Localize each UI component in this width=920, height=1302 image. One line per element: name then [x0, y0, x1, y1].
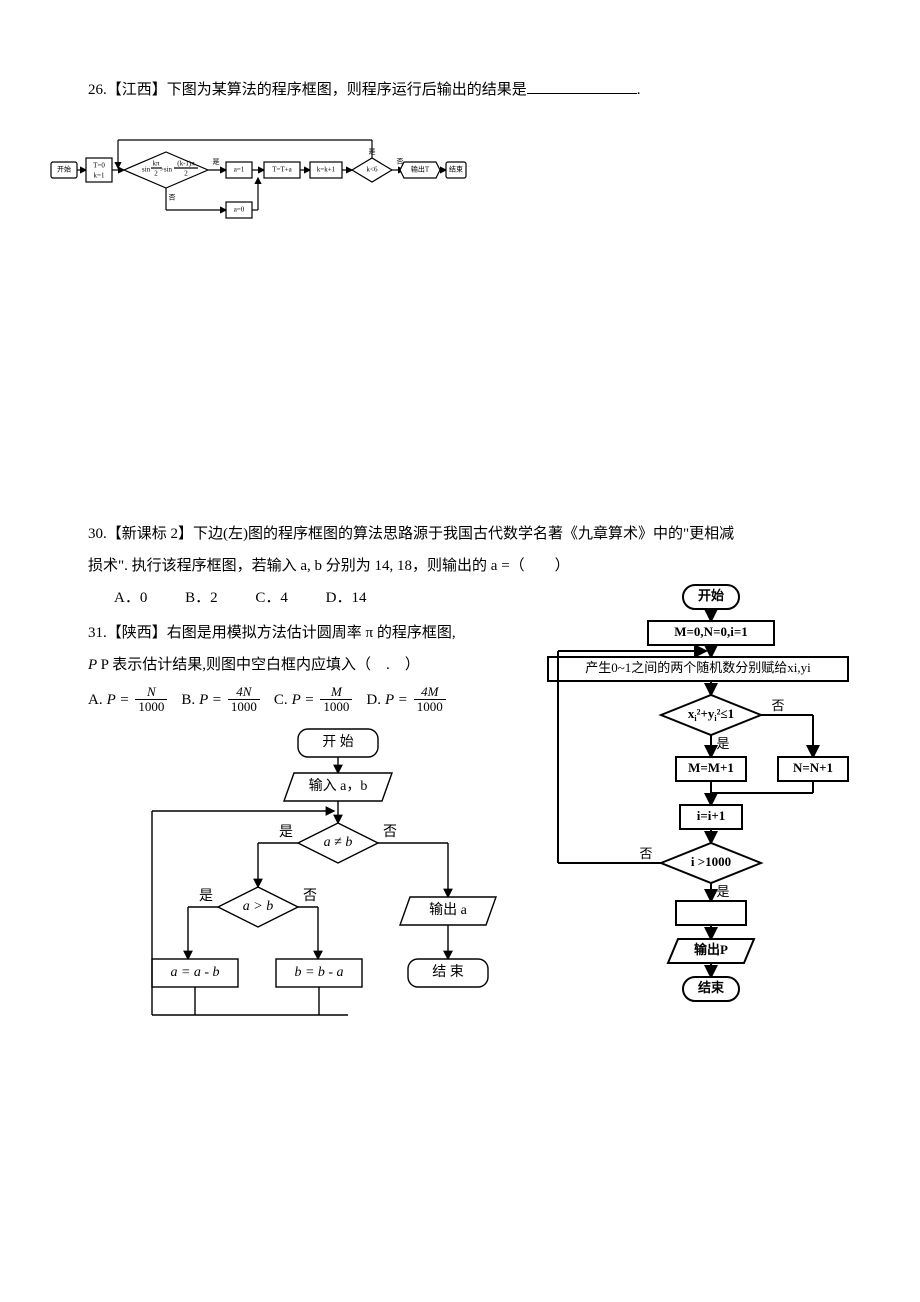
svg-text:k=k+1: k=k+1: [317, 166, 336, 174]
svg-text:否: 否: [169, 194, 176, 202]
svg-text:是: 是: [716, 736, 729, 751]
svg-text:开始: 开始: [698, 588, 724, 603]
q31-optD-eq: P =: [385, 688, 408, 712]
svg-text:a=1: a=1: [234, 166, 245, 174]
svg-text:(k-1)π: (k-1)π: [177, 160, 195, 168]
svg-text:b = b - a: b = b - a: [294, 965, 343, 980]
q31-line2-text: P 表示估计结果,则图中空白框内应填入（ . ）: [101, 657, 420, 673]
q26-text: 26.【江西】下图为某算法的程序框图，则程序运行后输出的结果是.: [88, 78, 880, 102]
svg-text:>sin: >sin: [160, 166, 173, 174]
svg-text:产生0~1之间的两个随机数分别赋给xi,yi: 产生0~1之间的两个随机数分别赋给xi,yi: [585, 660, 811, 675]
svg-text:开始: 开始: [57, 165, 71, 174]
svg-text:输出P: 输出P: [694, 942, 728, 957]
svg-text:a ≠ b: a ≠ b: [324, 835, 353, 850]
svg-text:开 始: 开 始: [322, 734, 354, 750]
svg-text:否: 否: [771, 698, 784, 713]
q31-optA-l: A.: [88, 688, 103, 712]
q31-optB-l: B.: [181, 688, 195, 712]
q30-optA: A．0: [114, 586, 147, 607]
svg-text:a > b: a > b: [243, 899, 273, 914]
q30-flowchart: .bx30{fill:#fff;stroke:#000;stroke-width…: [148, 725, 508, 1045]
svg-text:2: 2: [184, 170, 188, 178]
svg-text:kπ: kπ: [152, 160, 160, 168]
q26-blank: [527, 78, 637, 94]
q31-optB-frac: 4N1000: [228, 685, 260, 715]
q30-line2-text: 损术". 执行该程序框图，若输入 a, b 分别为 14, 18，则输出的 a …: [88, 558, 570, 574]
page: 26.【江西】下图为某算法的程序框图，则程序运行后输出的结果是. .bx{fil…: [0, 0, 920, 1085]
svg-text:sin: sin: [142, 166, 151, 174]
q31-optC-l: C.: [274, 688, 288, 712]
svg-text:是: 是: [279, 825, 293, 840]
svg-text:输出 a: 输出 a: [429, 902, 467, 918]
svg-text:i=i+1: i=i+1: [697, 808, 726, 823]
q30-optB: B．2: [185, 586, 218, 607]
svg-text:结束: 结束: [698, 980, 725, 995]
q31-line2: P P 表示估计结果,则图中空白框内应填入（ . ）: [88, 653, 508, 677]
svg-text:T=T+a: T=T+a: [272, 166, 292, 174]
svg-text:是: 是: [716, 884, 729, 899]
svg-text:结 束: 结 束: [432, 964, 464, 980]
q31-optB-eq: P =: [199, 688, 222, 712]
q31-optC-eq: P =: [292, 688, 315, 712]
svg-text:k=1: k=1: [94, 172, 105, 180]
svg-text:否: 否: [639, 846, 652, 861]
q31-flowchart: .bx31{fill:#fff;stroke:#000;stroke-width…: [528, 581, 858, 1011]
svg-text:k<6: k<6: [367, 166, 378, 174]
svg-text:输出T: 输出T: [411, 165, 430, 174]
q31-options: A. P = N1000 B. P = 4N1000 C. P = M1000 …: [88, 685, 508, 715]
q26-period: .: [637, 82, 641, 98]
svg-text:输入 a，b: 输入 a，b: [309, 778, 368, 794]
left-column: 31.【陕西】右图是用模拟方法估计圆周率 π 的程序框图, P P 表示估计结果…: [88, 621, 508, 1045]
svg-text:否: 否: [303, 889, 317, 904]
svg-text:是: 是: [199, 889, 213, 904]
svg-text:2: 2: [154, 170, 158, 178]
q31-optC-frac: M1000: [320, 685, 352, 715]
q30-line1: 30.【新课标 2】下边(左)图的程序框图的算法思路源于我国古代数学名著《九章算…: [88, 522, 880, 546]
q31-optA-frac: N1000: [135, 685, 167, 715]
svg-text:结束: 结束: [449, 165, 463, 174]
bottom-row: 31.【陕西】右图是用模拟方法估计圆周率 π 的程序框图, P P 表示估计结果…: [88, 621, 880, 1045]
svg-text:N=N+1: N=N+1: [793, 760, 833, 775]
q31-optD-frac: 4M1000: [414, 685, 446, 715]
q31-optD-l: D.: [366, 688, 381, 712]
svg-text:i >1000: i >1000: [691, 854, 731, 869]
q31-optA-eq: P =: [107, 688, 130, 712]
svg-text:是: 是: [213, 158, 220, 166]
svg-text:T=0: T=0: [93, 162, 105, 170]
svg-text:M=0,N=0,i=1: M=0,N=0,i=1: [674, 624, 748, 639]
q30-optD: D．14: [326, 586, 367, 607]
q31-line1: 31.【陕西】右图是用模拟方法估计圆周率 π 的程序框图,: [88, 621, 508, 645]
svg-text:a=0: a=0: [234, 206, 245, 214]
q30-optC: C．4: [255, 586, 288, 607]
svg-text:M=M+1: M=M+1: [688, 760, 734, 775]
svg-text:否: 否: [383, 825, 397, 840]
svg-text:a = a - b: a = a - b: [170, 965, 219, 980]
q26-stem: 26.【江西】下图为某算法的程序框图，则程序运行后输出的结果是: [88, 82, 527, 98]
q26-flowchart: .bx{fill:#fff;stroke:#000;stroke-width:1…: [48, 132, 468, 232]
spacer: [88, 262, 880, 522]
q30-line2: 损术". 执行该程序框图，若输入 a, b 分别为 14, 18，则输出的 a …: [88, 554, 880, 578]
